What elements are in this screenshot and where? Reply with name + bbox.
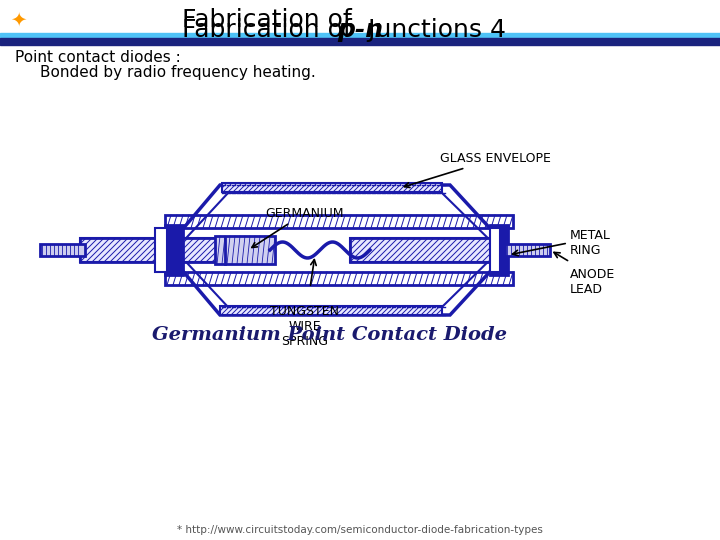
Text: ANODE
LEAD: ANODE LEAD <box>570 268 616 296</box>
Bar <box>0 33 720 38</box>
Text: METAL
RING: METAL RING <box>570 229 611 257</box>
Bar <box>165 272 513 285</box>
Bar <box>165 225 183 275</box>
Bar <box>350 238 495 262</box>
Bar <box>80 238 225 262</box>
Bar <box>350 238 495 262</box>
Text: Germanium Point Contact Diode: Germanium Point Contact Diode <box>153 326 508 344</box>
Text: ✦: ✦ <box>10 10 26 30</box>
Bar <box>165 215 513 228</box>
Text: Fabrication of: Fabrication of <box>182 18 360 42</box>
Text: Bonded by radio frequency heating.: Bonded by radio frequency heating. <box>40 64 316 79</box>
Bar <box>40 244 85 256</box>
Bar <box>0 38 720 45</box>
Text: Point contact diodes :: Point contact diodes : <box>15 50 181 64</box>
Bar <box>155 228 167 272</box>
Bar <box>505 244 550 256</box>
Bar <box>80 238 225 262</box>
Text: GLASS ENVELOPE: GLASS ENVELOPE <box>405 152 551 187</box>
Text: GERMANIUM: GERMANIUM <box>252 207 343 247</box>
Text: * http://www.circuitstoday.com/semiconductor-diode-fabrication-types: * http://www.circuitstoday.com/semicondu… <box>177 525 543 535</box>
Text: p-n: p-n <box>337 18 383 42</box>
Bar <box>222 183 442 192</box>
Text: Junctions 4: Junctions 4 <box>360 18 506 42</box>
Bar <box>490 225 508 275</box>
Bar <box>490 228 500 272</box>
Text: TUNGSTEN
WIRE
SPRING: TUNGSTEN WIRE SPRING <box>271 305 340 348</box>
Text: Fabrication of: Fabrication of <box>182 8 360 32</box>
Bar <box>220 306 442 315</box>
Bar <box>215 236 275 264</box>
